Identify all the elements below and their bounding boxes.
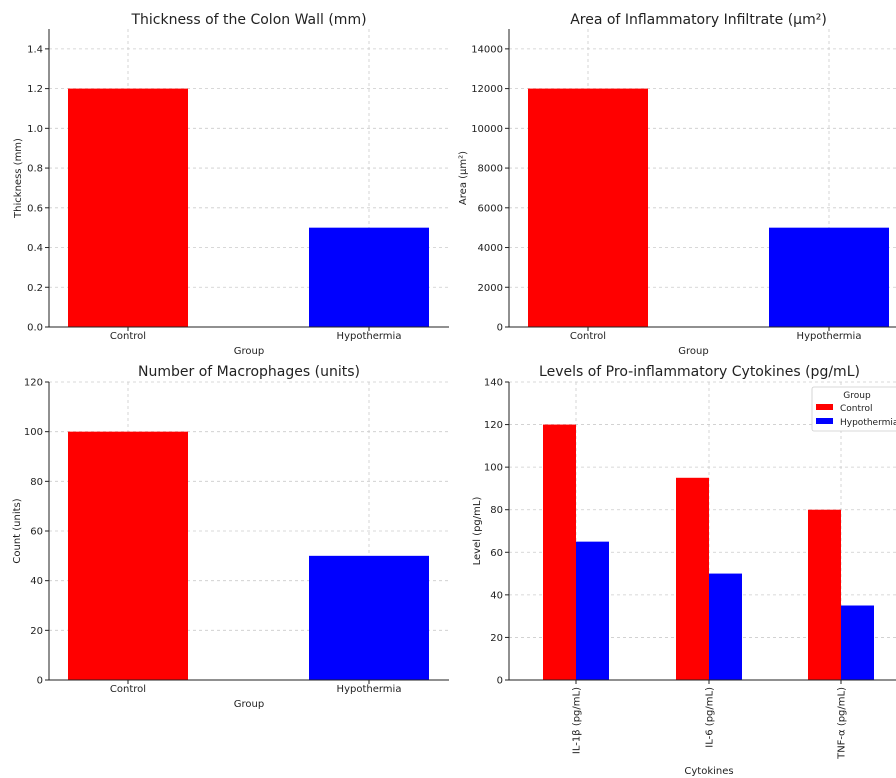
y-tick-label: 80 [30, 477, 43, 488]
chart-title: Levels of Pro-inflammatory Cytokines (pg… [539, 364, 860, 380]
legend-label-control: Control [840, 404, 873, 414]
x-tick-label: IL-1β (pg/mL) [572, 687, 583, 754]
y-tick-label: 1.4 [27, 44, 43, 55]
x-axis-label: Group [234, 346, 264, 357]
chart-title: Number of Macrophages (units) [138, 364, 360, 380]
bar-hypothermia [841, 605, 874, 680]
x-axis-label: Group [678, 346, 708, 357]
chart-panel-4: Levels of Pro-inflammatory Cytokines (pg… [472, 364, 896, 777]
bar-hypothermia [576, 541, 609, 680]
y-tick-label: 100 [484, 463, 503, 474]
chart-panel-1: Thickness of the Colon Wall (mm) 0.0 0.2 0.… [13, 12, 449, 357]
bar-hypothermia [769, 227, 889, 327]
y-tick-label: 60 [490, 548, 503, 559]
legend-swatch-control [816, 404, 833, 410]
x-tick-label: IL-6 (pg/mL) [705, 687, 716, 748]
y-tick-label: 40 [490, 590, 503, 601]
bar-control [528, 88, 648, 327]
x-axis-label: Cytokines [684, 766, 733, 777]
bar-hypothermia [709, 573, 742, 680]
y-tick-label: 20 [30, 626, 43, 637]
bar-control [68, 88, 188, 327]
chart-title: Thickness of the Colon Wall (mm) [130, 12, 366, 28]
y-tick-label: 140 [484, 378, 503, 389]
x-tick-label: Control [110, 331, 146, 342]
bar-control [808, 509, 841, 680]
x-tick-label: Hypothermia [797, 331, 862, 342]
y-tick-label: 40 [30, 576, 43, 587]
x-tick-label: Control [570, 331, 606, 342]
y-tick-label: 0.2 [27, 283, 43, 294]
y-tick-label: 0 [497, 323, 503, 334]
y-tick-label: 0 [37, 676, 43, 687]
y-axis-label: Area (μm²) [458, 151, 469, 205]
y-tick-label: 120 [484, 420, 503, 431]
x-tick-label: TNF-α (pg/mL) [837, 687, 848, 760]
y-axis-label: Count (units) [12, 498, 23, 563]
y-tick-label: 2000 [478, 283, 503, 294]
y-tick-label: 0.8 [27, 164, 43, 175]
y-tick-label: 0.4 [27, 243, 43, 254]
x-tick-label: Control [110, 684, 146, 695]
y-tick-label: 8000 [478, 164, 503, 175]
y-tick-label: 4000 [478, 243, 503, 254]
y-tick-label: 10000 [471, 124, 503, 135]
legend-box [811, 386, 896, 432]
y-tick-label: 80 [490, 505, 503, 516]
x-tick-label: Hypothermia [337, 331, 402, 342]
y-tick-label: 120 [24, 378, 43, 389]
chart-panel-3: Number of Macrophages (units) 0 20 40 60 80 10… [12, 364, 449, 710]
y-tick-label: 0 [497, 676, 503, 687]
bar-hypothermia [309, 227, 429, 327]
x-axis-label: Group [234, 699, 264, 710]
bar-control [676, 477, 709, 680]
y-tick-label: 6000 [478, 203, 503, 214]
legend-swatch-hypothermia [816, 418, 833, 424]
y-tick-label: 0.0 [27, 323, 43, 334]
y-tick-label: 100 [24, 427, 43, 438]
y-tick-label: 1.0 [27, 124, 43, 135]
chart-title: Area of Inflammatory Infiltrate (μm²) [570, 12, 827, 28]
bar-hypothermia [309, 555, 429, 680]
y-tick-label: 14000 [471, 44, 503, 55]
y-axis-label: Level (pg/mL) [472, 497, 483, 566]
y-tick-label: 12000 [471, 84, 503, 95]
legend-title: Group [843, 391, 871, 401]
y-tick-label: 20 [490, 633, 503, 644]
x-tick-label: Hypothermia [337, 684, 402, 695]
bar-control [543, 424, 576, 680]
y-tick-label: 60 [30, 527, 43, 538]
y-tick-label: 1.2 [27, 84, 43, 95]
bar-control [68, 431, 188, 680]
legend-label-hypothermia: Hypothermia [840, 418, 896, 428]
legend: Group Control Hypothermia [811, 386, 896, 432]
y-axis-label: Thickness (mm) [13, 138, 24, 219]
y-tick-label: 0.6 [27, 203, 43, 214]
chart-panel-2: Area of Inflammatory Infiltrate (μm²) 0 20… [458, 12, 896, 357]
